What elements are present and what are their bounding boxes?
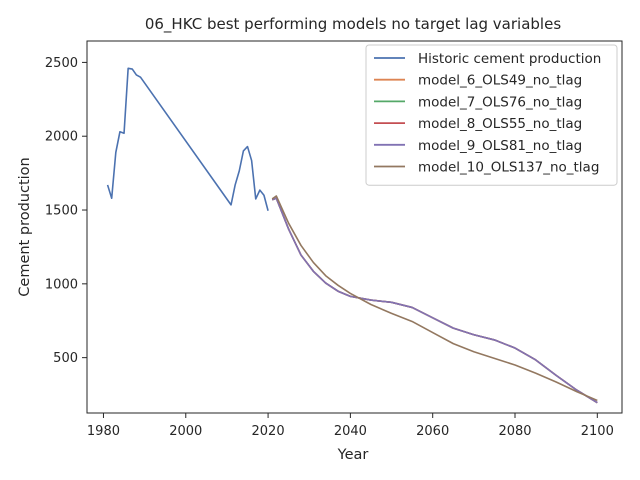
y-tick-label: 2000 — [45, 130, 78, 145]
series-line-5 — [271, 197, 598, 404]
legend-label: model_9_OLS81_no_tlag — [418, 138, 582, 154]
x-tick-label: 1980 — [87, 424, 120, 439]
y-tick-label: 1500 — [45, 204, 78, 219]
y-axis: 500 1000 1500 2000 2500 — [45, 56, 87, 366]
legend-label: Historic cement production — [418, 51, 601, 67]
x-tick-label: 2080 — [498, 424, 531, 439]
series-line-1 — [106, 67, 269, 211]
x-axis-label: Year — [337, 447, 369, 463]
legend-label: model_6_OLS49_no_tlag — [418, 73, 582, 89]
x-tick-label: 2020 — [252, 424, 285, 439]
y-tick-label: 2500 — [45, 56, 78, 71]
legend-label: model_10_OLS137_no_tlag — [418, 160, 599, 176]
y-tick-label: 500 — [53, 351, 78, 366]
y-tick-label: 1000 — [45, 277, 78, 292]
legend-box — [365, 44, 618, 186]
x-tick-label: 2100 — [581, 424, 614, 439]
x-tick-label: 2040 — [334, 424, 367, 439]
series-line-6 — [271, 195, 598, 402]
legend-label: model_8_OLS55_no_tlag — [418, 116, 582, 132]
legend: Historic cement production model_6_OLS49_… — [365, 44, 618, 186]
x-axis: 1980 2000 2020 2040 2060 2080 2100 — [87, 413, 614, 439]
x-tick-label: 2060 — [416, 424, 449, 439]
x-tick-label: 2000 — [169, 424, 202, 439]
plot-area — [106, 67, 598, 404]
chart-title: 06_HKC best performing models no target … — [145, 15, 561, 34]
y-axis-label: Cement production — [17, 157, 33, 296]
plot-frame — [86, 40, 623, 414]
legend-label: model_7_OLS76_no_tlag — [418, 94, 582, 110]
